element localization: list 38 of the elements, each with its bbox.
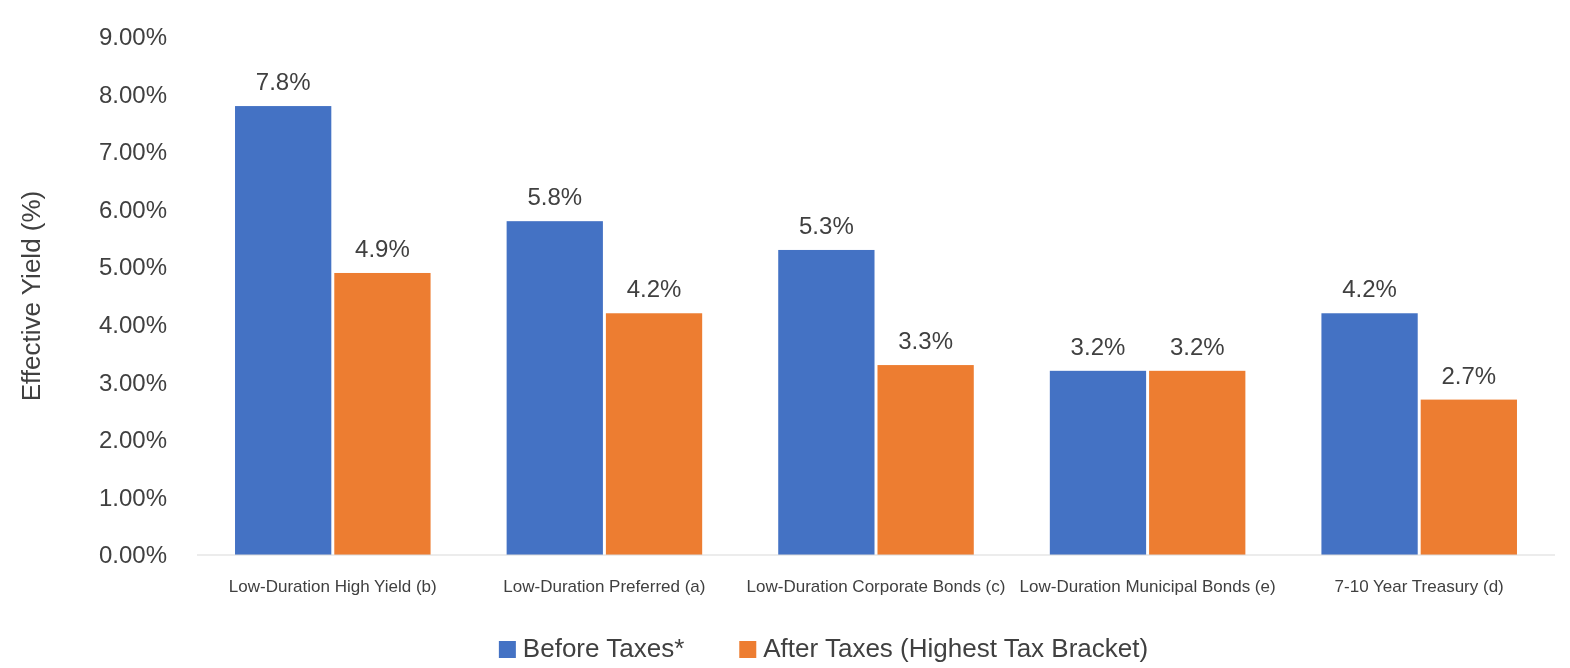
bar — [334, 272, 431, 555]
bar — [605, 313, 703, 555]
bar — [877, 365, 974, 555]
legend-label: After Taxes (Highest Tax Bracket) — [763, 633, 1149, 663]
data-label: 4.9% — [355, 234, 410, 262]
y-tick-label: 6.00% — [98, 195, 167, 223]
data-label: 5.8% — [527, 183, 583, 211]
y-tick-label: 9.00% — [98, 23, 167, 51]
data-label: 3.2% — [1169, 332, 1225, 360]
y-tick-label: 0.00% — [98, 541, 167, 569]
data-label: 7.8% — [255, 68, 311, 96]
data-label: 5.3% — [799, 211, 854, 239]
data-label: 3.2% — [1070, 332, 1126, 360]
y-tick-label: 2.00% — [98, 426, 167, 454]
x-tick-label: Low-Duration Municipal Bonds (e) — [1019, 577, 1276, 596]
legend-label: Before Taxes* — [522, 633, 685, 663]
y-tick-label: 7.00% — [98, 138, 167, 166]
x-tick-label: Low-Duration Corporate Bonds (c) — [746, 577, 1006, 596]
data-label: 3.3% — [898, 327, 953, 355]
x-tick-label: Low-Duration Preferred (a) — [503, 577, 706, 596]
data-label: 4.2% — [626, 275, 682, 303]
data-label: 2.7% — [1441, 361, 1497, 389]
bar — [235, 106, 332, 555]
bar — [1149, 370, 1246, 555]
bar — [506, 221, 603, 555]
y-axis-title: Effective Yield (%) — [16, 190, 46, 402]
y-tick-label: 8.00% — [98, 80, 167, 108]
y-tick-label: 4.00% — [98, 310, 167, 338]
bar — [1321, 313, 1418, 555]
x-tick-label: Low-Duration High Yield (b) — [228, 577, 437, 596]
bar — [1049, 370, 1147, 555]
x-tick-label: 7-10 Year Treasury (d) — [1334, 577, 1504, 596]
data-label: 4.2% — [1342, 275, 1397, 303]
y-tick-label: 5.00% — [98, 253, 167, 281]
bar — [778, 249, 875, 555]
y-tick-label: 1.00% — [98, 483, 167, 511]
y-tick-label: 3.00% — [98, 368, 167, 396]
bar — [1420, 399, 1517, 555]
